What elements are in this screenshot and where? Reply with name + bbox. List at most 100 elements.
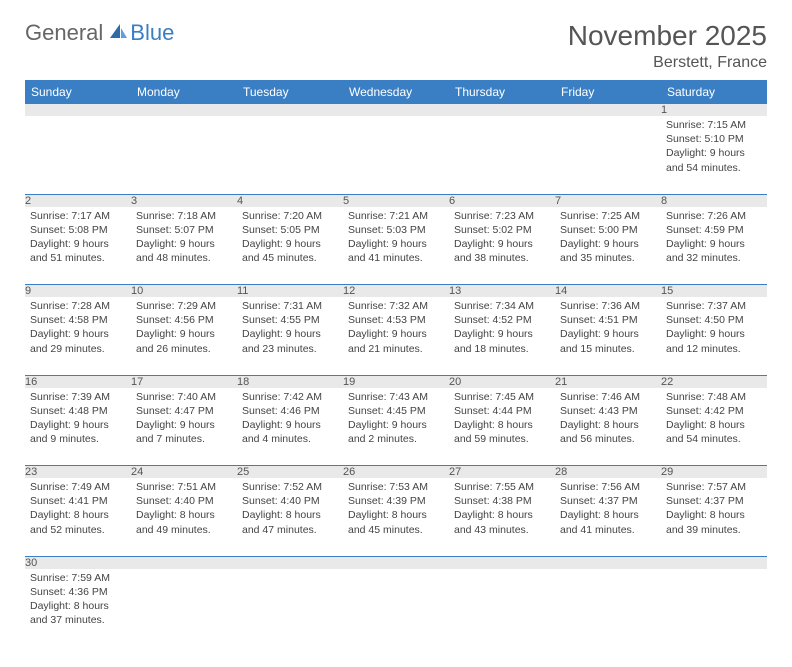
week-row: Sunrise: 7:59 AMSunset: 4:36 PMDaylight:… bbox=[25, 569, 767, 647]
daylight-text: Daylight: 9 hours and 29 minutes. bbox=[30, 327, 126, 355]
sunrise-text: Sunrise: 7:20 AM bbox=[242, 209, 338, 223]
day-details: Sunrise: 7:49 AMSunset: 4:41 PMDaylight:… bbox=[25, 478, 131, 541]
day-details: Sunrise: 7:36 AMSunset: 4:51 PMDaylight:… bbox=[555, 297, 661, 360]
day-cell: Sunrise: 7:48 AMSunset: 4:42 PMDaylight:… bbox=[661, 388, 767, 466]
daylight-text: Daylight: 9 hours and 7 minutes. bbox=[136, 418, 232, 446]
sunset-text: Sunset: 5:00 PM bbox=[560, 223, 656, 237]
weekday-header: Thursday bbox=[449, 80, 555, 104]
day-details: Sunrise: 7:40 AMSunset: 4:47 PMDaylight:… bbox=[131, 388, 237, 451]
day-cell: Sunrise: 7:56 AMSunset: 4:37 PMDaylight:… bbox=[555, 478, 661, 556]
sunset-text: Sunset: 4:42 PM bbox=[666, 404, 762, 418]
daylight-text: Daylight: 9 hours and 38 minutes. bbox=[454, 237, 550, 265]
day-cell bbox=[555, 116, 661, 194]
daynum-row: 1 bbox=[25, 104, 767, 116]
sunrise-text: Sunrise: 7:17 AM bbox=[30, 209, 126, 223]
day-cell: Sunrise: 7:25 AMSunset: 5:00 PMDaylight:… bbox=[555, 207, 661, 285]
sunset-text: Sunset: 4:39 PM bbox=[348, 494, 444, 508]
week-row: Sunrise: 7:39 AMSunset: 4:48 PMDaylight:… bbox=[25, 388, 767, 466]
day-number: 10 bbox=[131, 285, 237, 298]
daylight-text: Daylight: 8 hours and 47 minutes. bbox=[242, 508, 338, 536]
day-cell: Sunrise: 7:28 AMSunset: 4:58 PMDaylight:… bbox=[25, 297, 131, 375]
daylight-text: Daylight: 9 hours and 41 minutes. bbox=[348, 237, 444, 265]
daynum-row: 23242526272829 bbox=[25, 466, 767, 479]
sunset-text: Sunset: 4:40 PM bbox=[136, 494, 232, 508]
day-number: 2 bbox=[25, 194, 131, 207]
day-cell: Sunrise: 7:15 AMSunset: 5:10 PMDaylight:… bbox=[661, 116, 767, 194]
sunset-text: Sunset: 4:55 PM bbox=[242, 313, 338, 327]
day-cell bbox=[343, 569, 449, 647]
empty-day bbox=[237, 556, 343, 569]
day-cell: Sunrise: 7:39 AMSunset: 4:48 PMDaylight:… bbox=[25, 388, 131, 466]
daylight-text: Daylight: 9 hours and 51 minutes. bbox=[30, 237, 126, 265]
sunset-text: Sunset: 4:45 PM bbox=[348, 404, 444, 418]
weekday-header: Monday bbox=[131, 80, 237, 104]
daylight-text: Daylight: 8 hours and 45 minutes. bbox=[348, 508, 444, 536]
daynum-row: 16171819202122 bbox=[25, 375, 767, 388]
sunrise-text: Sunrise: 7:55 AM bbox=[454, 480, 550, 494]
day-cell bbox=[555, 569, 661, 647]
weekday-header: Sunday bbox=[25, 80, 131, 104]
sunrise-text: Sunrise: 7:52 AM bbox=[242, 480, 338, 494]
day-number: 29 bbox=[661, 466, 767, 479]
day-number: 23 bbox=[25, 466, 131, 479]
daylight-text: Daylight: 9 hours and 32 minutes. bbox=[666, 237, 762, 265]
day-cell bbox=[131, 569, 237, 647]
sunrise-text: Sunrise: 7:48 AM bbox=[666, 390, 762, 404]
empty-day bbox=[449, 104, 555, 116]
sunset-text: Sunset: 4:38 PM bbox=[454, 494, 550, 508]
day-cell bbox=[131, 116, 237, 194]
sunrise-text: Sunrise: 7:49 AM bbox=[30, 480, 126, 494]
daylight-text: Daylight: 9 hours and 18 minutes. bbox=[454, 327, 550, 355]
day-details: Sunrise: 7:34 AMSunset: 4:52 PMDaylight:… bbox=[449, 297, 555, 360]
day-details: Sunrise: 7:45 AMSunset: 4:44 PMDaylight:… bbox=[449, 388, 555, 451]
sunrise-text: Sunrise: 7:21 AM bbox=[348, 209, 444, 223]
day-details: Sunrise: 7:23 AMSunset: 5:02 PMDaylight:… bbox=[449, 207, 555, 270]
weekday-header: Saturday bbox=[661, 80, 767, 104]
sunrise-text: Sunrise: 7:42 AM bbox=[242, 390, 338, 404]
daylight-text: Daylight: 9 hours and 26 minutes. bbox=[136, 327, 232, 355]
day-number: 27 bbox=[449, 466, 555, 479]
day-number: 28 bbox=[555, 466, 661, 479]
weekday-header-row: Sunday Monday Tuesday Wednesday Thursday… bbox=[25, 80, 767, 104]
day-details: Sunrise: 7:15 AMSunset: 5:10 PMDaylight:… bbox=[661, 116, 767, 179]
sunset-text: Sunset: 4:46 PM bbox=[242, 404, 338, 418]
day-number: 6 bbox=[449, 194, 555, 207]
sunset-text: Sunset: 4:41 PM bbox=[30, 494, 126, 508]
day-number: 13 bbox=[449, 285, 555, 298]
sunrise-text: Sunrise: 7:51 AM bbox=[136, 480, 232, 494]
day-cell bbox=[661, 569, 767, 647]
day-number: 26 bbox=[343, 466, 449, 479]
day-details: Sunrise: 7:57 AMSunset: 4:37 PMDaylight:… bbox=[661, 478, 767, 541]
sunrise-text: Sunrise: 7:36 AM bbox=[560, 299, 656, 313]
sunrise-text: Sunrise: 7:46 AM bbox=[560, 390, 656, 404]
day-details: Sunrise: 7:48 AMSunset: 4:42 PMDaylight:… bbox=[661, 388, 767, 451]
day-cell: Sunrise: 7:29 AMSunset: 4:56 PMDaylight:… bbox=[131, 297, 237, 375]
day-cell: Sunrise: 7:40 AMSunset: 4:47 PMDaylight:… bbox=[131, 388, 237, 466]
day-details: Sunrise: 7:46 AMSunset: 4:43 PMDaylight:… bbox=[555, 388, 661, 451]
title-block: November 2025 Berstett, France bbox=[568, 20, 767, 72]
header: General Blue November 2025 Berstett, Fra… bbox=[25, 20, 767, 72]
sunset-text: Sunset: 4:48 PM bbox=[30, 404, 126, 418]
day-cell: Sunrise: 7:20 AMSunset: 5:05 PMDaylight:… bbox=[237, 207, 343, 285]
day-number: 21 bbox=[555, 375, 661, 388]
day-details: Sunrise: 7:42 AMSunset: 4:46 PMDaylight:… bbox=[237, 388, 343, 451]
empty-day bbox=[131, 104, 237, 116]
day-details: Sunrise: 7:17 AMSunset: 5:08 PMDaylight:… bbox=[25, 207, 131, 270]
day-number: 5 bbox=[343, 194, 449, 207]
sunrise-text: Sunrise: 7:26 AM bbox=[666, 209, 762, 223]
day-number: 14 bbox=[555, 285, 661, 298]
day-details: Sunrise: 7:52 AMSunset: 4:40 PMDaylight:… bbox=[237, 478, 343, 541]
daylight-text: Daylight: 8 hours and 39 minutes. bbox=[666, 508, 762, 536]
daynum-row: 2345678 bbox=[25, 194, 767, 207]
sunset-text: Sunset: 4:47 PM bbox=[136, 404, 232, 418]
day-details: Sunrise: 7:51 AMSunset: 4:40 PMDaylight:… bbox=[131, 478, 237, 541]
daylight-text: Daylight: 9 hours and 54 minutes. bbox=[666, 146, 762, 174]
day-cell: Sunrise: 7:31 AMSunset: 4:55 PMDaylight:… bbox=[237, 297, 343, 375]
sunset-text: Sunset: 4:59 PM bbox=[666, 223, 762, 237]
daylight-text: Daylight: 9 hours and 4 minutes. bbox=[242, 418, 338, 446]
day-cell: Sunrise: 7:43 AMSunset: 4:45 PMDaylight:… bbox=[343, 388, 449, 466]
day-cell bbox=[25, 116, 131, 194]
day-number: 3 bbox=[131, 194, 237, 207]
day-cell bbox=[237, 116, 343, 194]
sunset-text: Sunset: 4:51 PM bbox=[560, 313, 656, 327]
